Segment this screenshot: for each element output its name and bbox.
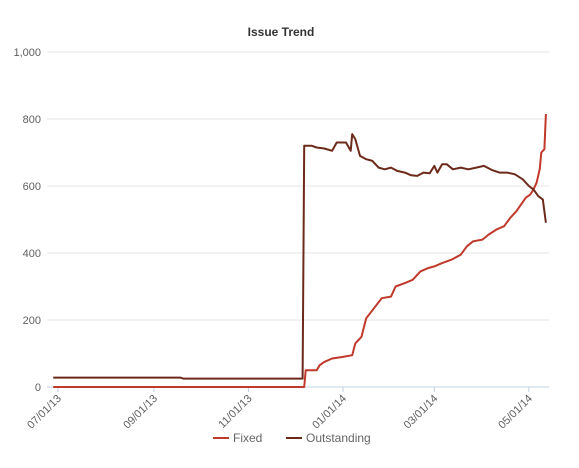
grid-lines — [47, 51, 549, 321]
y-tick-label: 600 — [23, 181, 41, 193]
legend-item-outstanding[interactable]: Outstanding — [286, 431, 371, 445]
x-tick-label: 05/01/14 — [496, 393, 535, 432]
series-lines — [53, 113, 547, 388]
y-tick-label: 0 — [35, 382, 41, 394]
x-tick-label: 09/01/13 — [121, 393, 160, 432]
y-tick-label: 1,000 — [13, 47, 41, 59]
y-tick-label: 400 — [23, 248, 41, 260]
legend-label: Outstanding — [306, 431, 371, 445]
x-tick-label: 01/01/14 — [310, 393, 349, 432]
y-tick-label: 200 — [23, 315, 41, 327]
x-tick-label: 07/01/13 — [25, 393, 64, 432]
chart-title: Issue Trend — [248, 25, 315, 39]
y-axis-ticks: 0 200 400 600 800 1,000 — [13, 47, 41, 394]
y-tick-label: 800 — [23, 114, 41, 126]
series-line-fixed[interactable] — [53, 113, 547, 388]
series-line-outstanding[interactable] — [53, 133, 547, 380]
x-tick-label: 11/01/13 — [216, 393, 254, 431]
legend-item-fixed[interactable]: Fixed — [213, 431, 262, 445]
x-axis: 07/01/13 09/01/13 11/01/13 01/01/14 03/01/14… — [25, 386, 549, 432]
legend-label: Fixed — [233, 431, 262, 445]
legend: Fixed Outstanding — [213, 431, 371, 445]
x-tick-label: 03/01/14 — [402, 393, 441, 432]
